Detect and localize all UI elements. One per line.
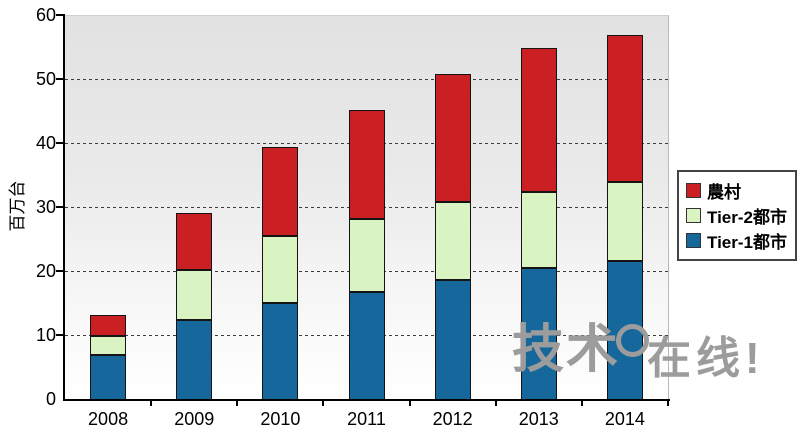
x-axis-tick	[667, 401, 669, 406]
y-axis-tick-label: 0	[45, 389, 56, 409]
x-axis-line	[63, 399, 670, 401]
legend-label: 農村	[707, 183, 741, 202]
legend-label: Tier-2都市	[707, 208, 787, 227]
x-axis-tick-label: 2012	[432, 409, 473, 429]
x-axis-tick	[322, 401, 325, 406]
bar-segment	[176, 320, 213, 400]
y-axis-tick	[56, 14, 64, 16]
bar-segment	[606, 35, 643, 183]
x-axis-tick	[408, 401, 411, 406]
y-axis-tick-label: 40	[35, 133, 56, 153]
bar-segment	[348, 292, 385, 400]
legend-swatch	[686, 208, 701, 223]
x-axis-tick-label: 2009	[174, 409, 215, 429]
legend-item: Tier-2都市	[686, 203, 787, 228]
bar-segment	[434, 201, 471, 281]
bar-segment	[176, 212, 213, 271]
bar-segment	[520, 192, 557, 268]
bar-segment	[262, 236, 299, 303]
y-axis-tick	[56, 334, 64, 336]
bar-segment	[348, 110, 385, 219]
y-axis-tick-label: 60	[35, 5, 56, 25]
bar-segment	[520, 48, 557, 192]
x-axis-tick	[494, 401, 497, 406]
x-axis-tick-label: 2014	[604, 409, 645, 429]
y-axis-tick-label: 30	[35, 197, 56, 217]
bar-segment	[90, 336, 127, 356]
bar-segment	[434, 280, 471, 400]
y-axis-tick-label: 50	[35, 69, 56, 89]
y-axis-tick	[56, 206, 64, 208]
bar-segment	[520, 267, 557, 400]
y-axis-tick	[56, 78, 64, 80]
y-axis-line	[63, 14, 65, 401]
legend: 農村 Tier-2都市 Tier-1都市	[677, 170, 797, 261]
legend-label: Tier-1都市	[707, 233, 787, 252]
bar-segment	[176, 270, 213, 320]
y-axis-tick-label: 20	[35, 261, 56, 281]
y-axis-tick	[56, 142, 64, 144]
y-axis-tick	[56, 270, 64, 272]
bar-segment	[606, 182, 643, 262]
legend-item: Tier-1都市	[686, 228, 787, 253]
legend-swatch	[686, 233, 701, 248]
y-axis-tick-label: 10	[35, 325, 56, 345]
x-axis-tick-label: 2008	[88, 409, 129, 429]
gridline	[65, 79, 668, 80]
bar-segment	[262, 302, 299, 400]
x-axis-tick-label: 2010	[260, 409, 301, 429]
bar-segment	[434, 73, 471, 202]
x-axis-tick	[580, 401, 583, 406]
legend-item: 農村	[686, 178, 787, 203]
x-axis-tick-label: 2013	[518, 409, 559, 429]
x-axis-tick	[150, 401, 153, 406]
bar-segment	[262, 147, 299, 237]
bar-segment	[348, 218, 385, 293]
x-axis-tick	[236, 401, 239, 406]
legend-swatch	[686, 183, 701, 198]
x-axis-tick-label: 2011	[347, 409, 386, 429]
bar-segment	[90, 355, 127, 400]
bar-segment	[90, 314, 127, 336]
plot-area	[65, 15, 669, 400]
bar-segment	[606, 261, 643, 400]
